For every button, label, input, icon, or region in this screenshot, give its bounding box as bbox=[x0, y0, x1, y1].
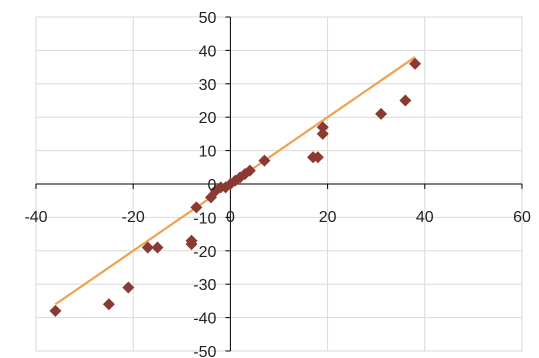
y-tick-label: -10 bbox=[193, 210, 216, 227]
data-point bbox=[316, 127, 329, 140]
y-tick-label: 30 bbox=[199, 77, 217, 94]
data-point bbox=[190, 201, 203, 214]
data-point bbox=[49, 304, 62, 317]
y-tick-label: 20 bbox=[199, 110, 217, 127]
y-tick-label: 50 bbox=[199, 10, 217, 27]
data-point bbox=[185, 234, 198, 247]
x-tick-label: 60 bbox=[513, 209, 531, 226]
data-point bbox=[375, 107, 388, 120]
data-point bbox=[243, 164, 256, 177]
y-tick-label: -50 bbox=[193, 344, 216, 358]
y-tick-label: -20 bbox=[193, 244, 216, 261]
data-point bbox=[409, 57, 422, 70]
x-tick-labels: -40 -20 0 20 40 60 bbox=[24, 209, 531, 226]
x-tick-label: 20 bbox=[319, 209, 337, 226]
data-point bbox=[311, 151, 324, 164]
x-tick-label: -40 bbox=[24, 209, 47, 226]
data-point bbox=[122, 281, 135, 294]
data-point bbox=[141, 241, 154, 254]
y-tick-label: -30 bbox=[193, 277, 216, 294]
x-tick-label: 40 bbox=[416, 209, 434, 226]
y-tick-label: 0 bbox=[207, 177, 216, 194]
x-tick-label: 0 bbox=[226, 209, 235, 226]
data-point bbox=[151, 241, 164, 254]
data-point bbox=[258, 154, 271, 167]
data-points bbox=[49, 57, 422, 317]
y-tick-label: 10 bbox=[199, 144, 217, 161]
y-tick-label: 40 bbox=[199, 43, 217, 60]
y-tick-labels: -50 -40 -30 -20 -10 0 10 20 30 40 50 bbox=[193, 10, 216, 358]
y-tick-label: -40 bbox=[193, 311, 216, 328]
data-point bbox=[399, 94, 412, 107]
x-tick-label: -20 bbox=[122, 209, 145, 226]
data-point bbox=[102, 298, 115, 311]
data-point bbox=[316, 121, 329, 134]
